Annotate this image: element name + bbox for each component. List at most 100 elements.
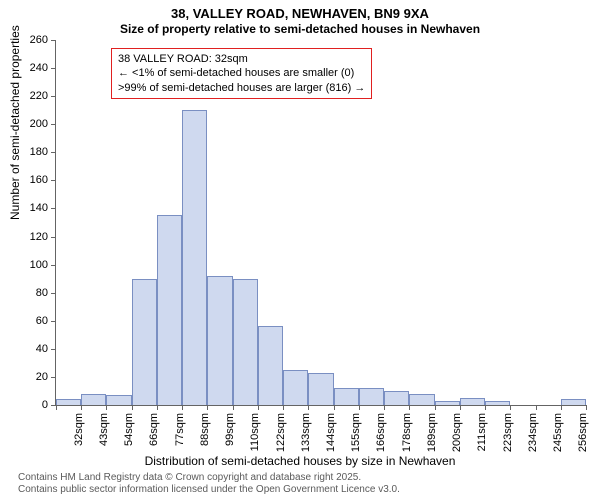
- y-tick-mark: [51, 237, 56, 238]
- y-tick-label: 20: [36, 371, 48, 383]
- y-tick-label: 220: [30, 90, 48, 102]
- y-tick-label: 100: [30, 259, 48, 271]
- histogram-bar: [157, 215, 182, 405]
- y-tick-label: 140: [30, 202, 48, 214]
- x-tick-label: 133sqm: [300, 413, 312, 463]
- histogram-bar: [283, 370, 308, 405]
- x-tick-mark: [384, 405, 385, 410]
- footer-line-2: Contains public sector information licen…: [18, 484, 400, 495]
- y-tick-mark: [51, 293, 56, 294]
- x-tick-label: 234sqm: [527, 413, 539, 463]
- x-tick-mark: [132, 405, 133, 410]
- x-tick-label: 189sqm: [426, 413, 438, 463]
- histogram-bar: [359, 388, 384, 405]
- x-tick-label: 110sqm: [249, 413, 261, 463]
- x-tick-label: 223sqm: [502, 413, 514, 463]
- x-tick-mark: [510, 405, 511, 410]
- y-tick-label: 60: [36, 315, 48, 327]
- x-tick-label: 200sqm: [451, 413, 463, 463]
- histogram-bar: [258, 326, 283, 405]
- y-tick-label: 260: [30, 34, 48, 46]
- x-tick-label: 166sqm: [375, 413, 387, 463]
- x-tick-label: 66sqm: [148, 413, 160, 463]
- y-tick-mark: [51, 377, 56, 378]
- y-tick-mark: [51, 321, 56, 322]
- y-tick-mark: [51, 68, 56, 69]
- x-tick-mark: [485, 405, 486, 410]
- histogram-bar: [233, 279, 258, 405]
- y-tick-mark: [51, 208, 56, 209]
- histogram-bar: [384, 391, 409, 405]
- x-tick-mark: [106, 405, 107, 410]
- x-tick-label: 43sqm: [98, 413, 110, 463]
- x-tick-mark: [182, 405, 183, 410]
- x-tick-mark: [409, 405, 410, 410]
- y-tick-label: 200: [30, 118, 48, 130]
- y-tick-label: 80: [36, 287, 48, 299]
- y-tick-label: 40: [36, 343, 48, 355]
- footer-line-1: Contains HM Land Registry data © Crown c…: [18, 472, 361, 483]
- histogram-bar: [561, 399, 586, 405]
- x-tick-mark: [334, 405, 335, 410]
- annotation-box: 38 VALLEY ROAD: 32sqm ← <1% of semi-deta…: [111, 48, 372, 99]
- y-tick-label: 240: [30, 62, 48, 74]
- annotation-line-2: ← <1% of semi-detached houses are smalle…: [118, 66, 365, 80]
- x-tick-mark: [308, 405, 309, 410]
- histogram-bar: [56, 399, 81, 405]
- x-tick-mark: [258, 405, 259, 410]
- x-tick-mark: [561, 405, 562, 410]
- x-tick-label: 144sqm: [325, 413, 337, 463]
- y-tick-mark: [51, 265, 56, 266]
- histogram-bar: [207, 276, 232, 405]
- y-tick-mark: [51, 180, 56, 181]
- x-tick-label: 88sqm: [199, 413, 211, 463]
- x-tick-label: 122sqm: [275, 413, 287, 463]
- x-tick-label: 245sqm: [552, 413, 564, 463]
- x-tick-mark: [207, 405, 208, 410]
- chart-title-line2: Size of property relative to semi-detach…: [0, 22, 600, 36]
- x-tick-mark: [157, 405, 158, 410]
- y-tick-mark: [51, 349, 56, 350]
- y-tick-label: 120: [30, 231, 48, 243]
- x-tick-label: 54sqm: [123, 413, 135, 463]
- x-tick-label: 256sqm: [577, 413, 589, 463]
- y-tick-mark: [51, 96, 56, 97]
- chart-title-line1: 38, VALLEY ROAD, NEWHAVEN, BN9 9XA: [0, 6, 600, 21]
- y-tick-mark: [51, 40, 56, 41]
- x-tick-label: 77sqm: [174, 413, 186, 463]
- x-tick-label: 178sqm: [401, 413, 413, 463]
- x-tick-label: 211sqm: [476, 413, 488, 463]
- y-tick-mark: [51, 152, 56, 153]
- y-tick-mark: [51, 124, 56, 125]
- histogram-bar: [460, 398, 485, 405]
- x-tick-mark: [233, 405, 234, 410]
- y-tick-label: 0: [42, 399, 48, 411]
- x-tick-mark: [460, 405, 461, 410]
- histogram-bar: [106, 395, 131, 405]
- y-tick-label: 180: [30, 146, 48, 158]
- histogram-bar: [81, 394, 106, 405]
- x-tick-label: 32sqm: [73, 413, 85, 463]
- histogram-bar: [132, 279, 157, 405]
- x-tick-label: 155sqm: [350, 413, 362, 463]
- x-tick-mark: [56, 405, 57, 410]
- x-tick-mark: [435, 405, 436, 410]
- annotation-line-3: >99% of semi-detached houses are larger …: [118, 81, 365, 95]
- x-tick-mark: [536, 405, 537, 410]
- histogram-bar: [334, 388, 359, 405]
- x-tick-label: 99sqm: [224, 413, 236, 463]
- histogram-bar: [182, 110, 207, 405]
- x-tick-mark: [81, 405, 82, 410]
- histogram-bar: [485, 401, 510, 405]
- x-tick-mark: [283, 405, 284, 410]
- x-tick-mark: [586, 405, 587, 410]
- plot-area: 38 VALLEY ROAD: 32sqm ← <1% of semi-deta…: [55, 40, 586, 406]
- y-axis-label: Number of semi-detached properties: [8, 25, 22, 220]
- annotation-line-1: 38 VALLEY ROAD: 32sqm: [118, 52, 365, 66]
- histogram-bar: [308, 373, 333, 405]
- y-tick-label: 160: [30, 174, 48, 186]
- histogram-bar: [435, 401, 460, 405]
- chart-container: 38, VALLEY ROAD, NEWHAVEN, BN9 9XA Size …: [0, 0, 600, 500]
- x-tick-mark: [359, 405, 360, 410]
- histogram-bar: [409, 394, 434, 405]
